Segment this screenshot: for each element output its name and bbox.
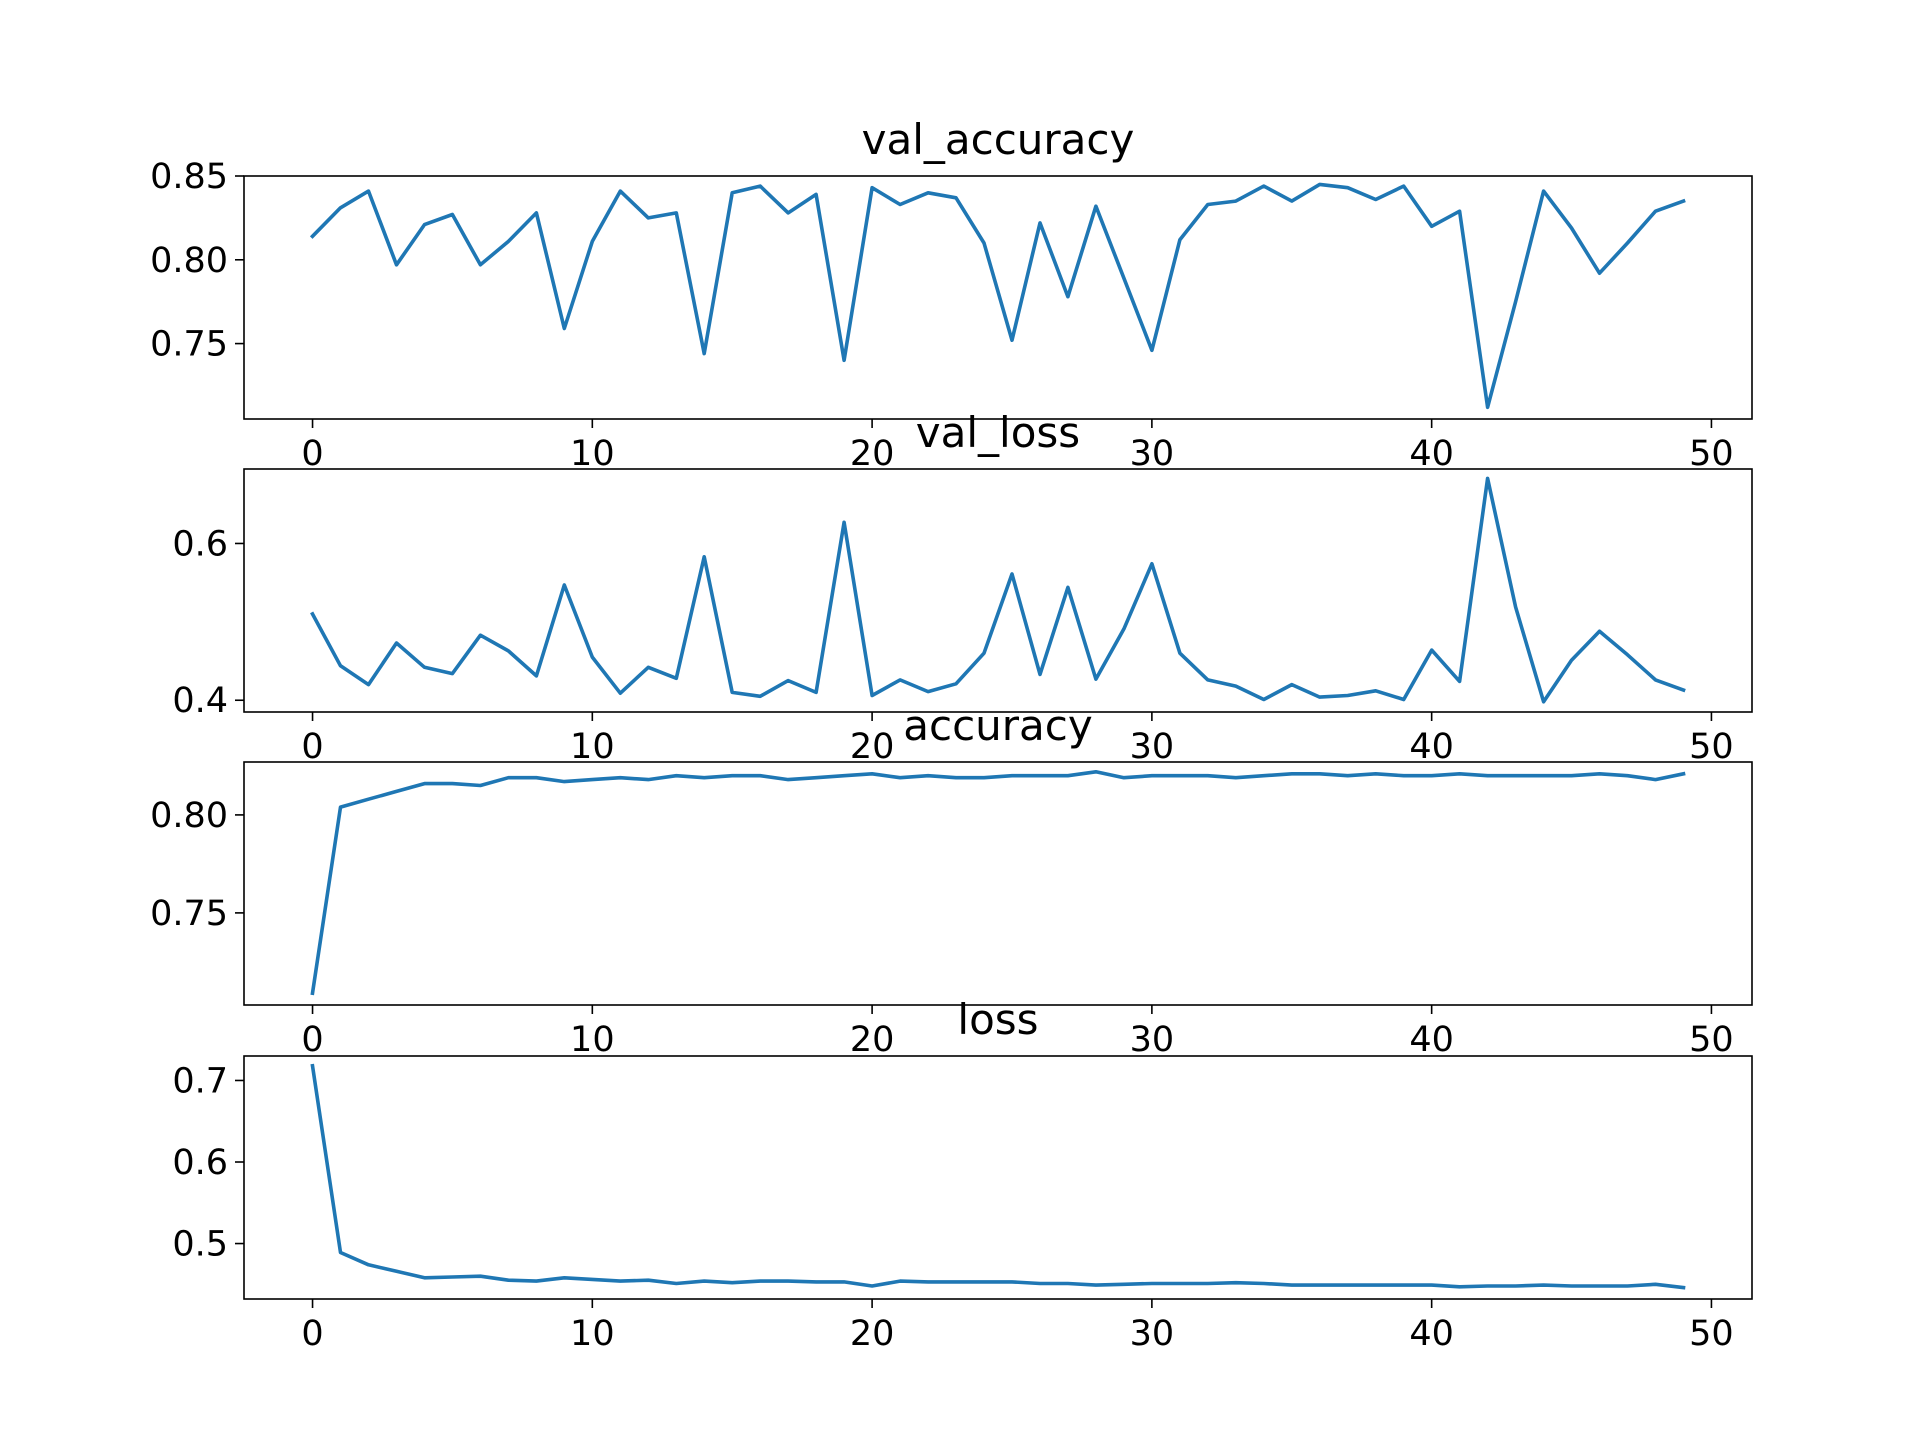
y-tick-label: 0.5 xyxy=(172,1225,228,1265)
x-tick-label: 40 xyxy=(1409,1314,1454,1354)
x-tick-label: 10 xyxy=(570,434,615,474)
chart-title: accuracy xyxy=(903,701,1093,750)
series-line-0 xyxy=(310,1063,1686,1290)
subplot-accuracy: accuracy 0 10 20 30 40 50 0.75 0.80 xyxy=(150,701,1753,1060)
axes-frame xyxy=(243,1055,1753,1300)
series-line-0 xyxy=(310,476,1686,704)
series-line-0 xyxy=(310,769,1686,996)
axes-frame xyxy=(243,468,1753,713)
y-tick-label: 0.6 xyxy=(172,1143,228,1183)
y-tick-label: 0.75 xyxy=(150,325,228,365)
x-tick-label: 20 xyxy=(850,434,895,474)
x-tick-label: 50 xyxy=(1689,1020,1734,1060)
x-tick-label: 50 xyxy=(1689,1314,1734,1354)
series-line-0 xyxy=(309,182,1686,410)
chart-title: val_accuracy xyxy=(862,115,1135,164)
x-tick-label: 30 xyxy=(1130,1314,1175,1354)
x-tick-label: 40 xyxy=(1409,1020,1454,1060)
x-tick-label: 10 xyxy=(570,1314,615,1354)
x-tick-label: 0 xyxy=(301,727,323,767)
x-tick-label: 40 xyxy=(1409,727,1454,767)
x-tick-label: 30 xyxy=(1130,727,1175,767)
chart-title: val_loss xyxy=(916,408,1080,457)
x-tick-label: 20 xyxy=(850,727,895,767)
subplot-val-loss: val_loss 0 10 20 30 40 50 0.4 0.6 xyxy=(172,408,1753,767)
subplot-loss: loss 0 10 20 30 40 50 0.5 0.6 0.7 xyxy=(172,995,1753,1354)
x-tick-label: 20 xyxy=(850,1020,895,1060)
subplot-val-accuracy: val_accuracy 0 10 20 30 40 50 0.75 0.80 0.85 xyxy=(150,115,1753,474)
subplot-stack: val_accuracy 0 10 20 30 40 50 0.75 0.80 0.85 val_l… xyxy=(150,115,1753,1354)
y-tick-label: 0.6 xyxy=(172,524,228,564)
axes-frame xyxy=(243,175,1753,420)
x-tick-label: 10 xyxy=(570,727,615,767)
y-tick-label: 0.4 xyxy=(172,681,228,721)
y-tick-label: 0.85 xyxy=(150,157,228,197)
chart-title: loss xyxy=(957,995,1038,1044)
x-tick-label: 50 xyxy=(1689,434,1734,474)
x-tick-label: 50 xyxy=(1689,727,1734,767)
y-tick-label: 0.80 xyxy=(150,241,228,281)
y-tick-label: 0.75 xyxy=(150,894,228,934)
axes-frame xyxy=(243,761,1753,1006)
x-tick-label: 0 xyxy=(301,434,323,474)
x-tick-label: 10 xyxy=(570,1020,615,1060)
x-tick-label: 0 xyxy=(301,1314,323,1354)
x-tick-label: 0 xyxy=(301,1020,323,1060)
x-tick-label: 30 xyxy=(1130,434,1175,474)
x-tick-label: 30 xyxy=(1130,1020,1175,1060)
y-tick-label: 0.80 xyxy=(150,796,228,836)
y-tick-label: 0.7 xyxy=(172,1061,228,1101)
x-tick-label: 20 xyxy=(850,1314,895,1354)
x-tick-label: 40 xyxy=(1409,434,1454,474)
